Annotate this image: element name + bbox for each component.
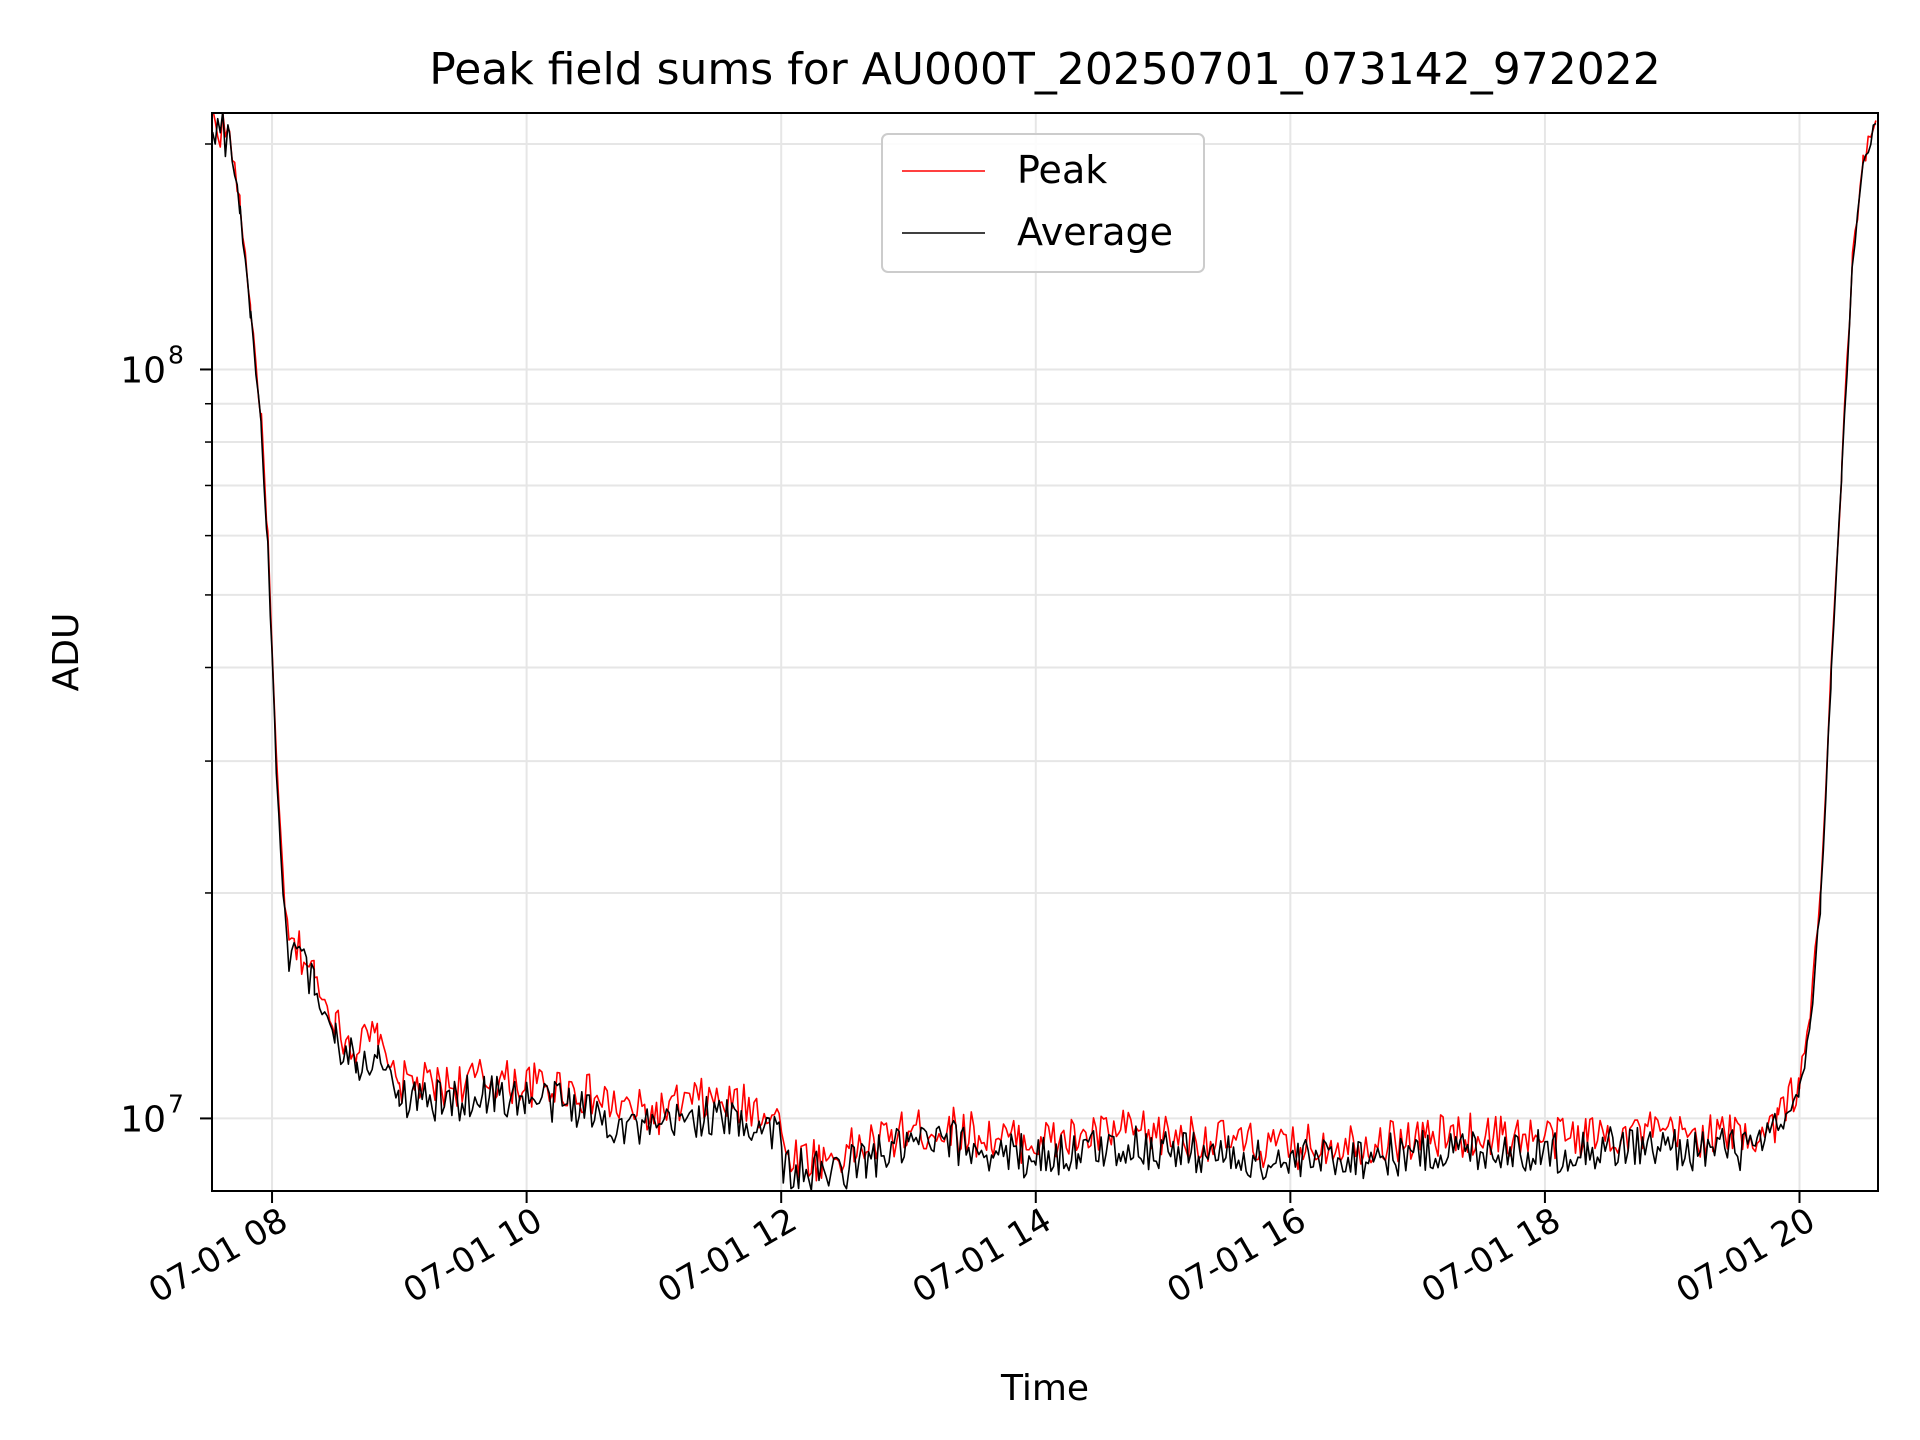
- series-line-average: [212, 113, 1877, 1191]
- legend-label-peak: Peak: [1017, 148, 1107, 192]
- legend-box: [881, 133, 1205, 273]
- series-line-peak: [212, 113, 1877, 1182]
- y-axis-label: ADU: [46, 613, 87, 692]
- chart-title: Peak field sums for AU000T_20250701_0731…: [429, 44, 1661, 95]
- y-tick-label: 10 8: [120, 340, 184, 391]
- legend-label-average: Average: [1017, 210, 1173, 254]
- y-tick-label-exponent: 7: [168, 1089, 184, 1118]
- y-tick-label-base: 10: [120, 350, 166, 391]
- y-tick-label: 10 7: [120, 1089, 184, 1140]
- y-tick-label-base: 10: [120, 1099, 166, 1140]
- x-axis-label: Time: [1000, 1368, 1089, 1409]
- legend: Peak Average: [881, 133, 1205, 273]
- series-layer: [212, 113, 1877, 1191]
- y-tick-label-exponent: 8: [168, 340, 184, 369]
- plot-frame: [211, 112, 1879, 1192]
